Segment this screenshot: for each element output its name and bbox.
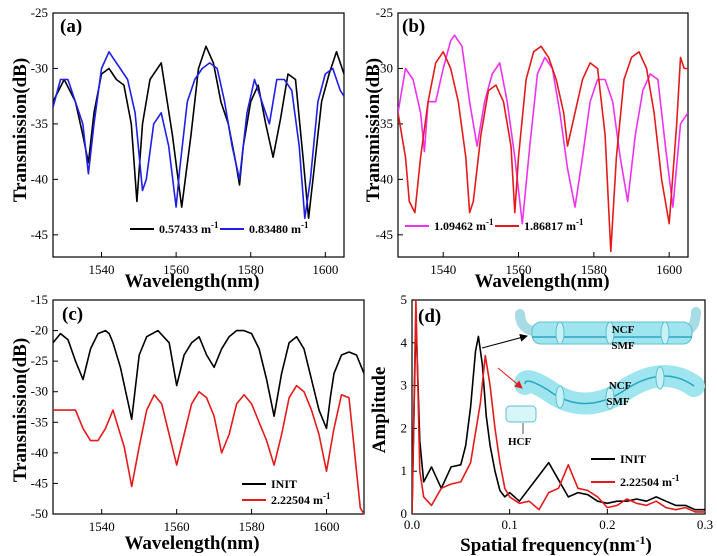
x-tick-label-c: 1580 [239, 519, 265, 534]
x-axis-label-c: Wavelength(nm) [124, 533, 259, 554]
panel-label-d: (d) [418, 306, 441, 327]
y-tick-label-c: -25 [31, 353, 48, 368]
arrow-red-to-inset [497, 367, 523, 389]
y-tick-label-d: 4 [401, 335, 408, 350]
panel-label-a: (a) [60, 16, 82, 37]
x-axis-label-d: Spatial frequency(nm-1) [460, 533, 652, 556]
legend-label-b-0: 1.09462 m-1 [434, 217, 494, 233]
y-tick-label-c: -15 [31, 292, 48, 307]
x-tick-label-a: 1560 [163, 262, 189, 277]
x-axis-label-a: Wavelength(nm) [124, 271, 259, 292]
y-tick-label-b: -30 [376, 60, 393, 75]
plot-frame-a [52, 12, 345, 258]
series-line-d-0 [412, 316, 705, 514]
x-tick-label-a: 1580 [238, 262, 264, 277]
inset-splice-bent [555, 385, 565, 409]
y-tick-label-a: -45 [31, 227, 48, 242]
x-tick-label-b: 1540 [430, 262, 456, 277]
y-tick-label-c: -30 [31, 384, 48, 399]
series-line-a-0 [53, 45, 344, 219]
y-tick-label-d: 0 [401, 506, 408, 521]
y-tick-label-d: 5 [401, 292, 408, 307]
y-tick-label-a: -40 [31, 171, 48, 186]
legend-label-d-1: 2.22504 m-1 [620, 473, 680, 489]
inset-label-smf-bent: SMF [606, 396, 630, 408]
panel-a: (a) Transmission(dB) Wavelength(nm) 1540… [10, 5, 345, 292]
inset-splice-top [555, 321, 565, 345]
x-tick-label-d: 0.2 [599, 517, 615, 532]
x-tick-label-a: 1600 [312, 262, 338, 277]
panel-d: (d) Amplitude Spatial frequency(nm-1) 0.… [369, 292, 713, 556]
x-tick-label-c: 1540 [89, 519, 115, 534]
x-tick-label-d: 0.1 [502, 517, 518, 532]
y-tick-label-d: 1 [401, 463, 408, 478]
y-tick-label-c: -45 [31, 475, 48, 490]
inset-splice-bent [605, 386, 615, 410]
inset-hcf-block [505, 405, 537, 423]
y-tick-label-c: -50 [31, 506, 48, 521]
y-tick-label-c: -40 [31, 445, 48, 460]
inset-label-hcf: HCF [508, 436, 532, 448]
inset-splice-bent [655, 366, 665, 390]
panel-b: (b) Transmission(dB) Wavelength(nm) 1540… [363, 5, 689, 292]
y-tick-label-d: 2 [401, 420, 408, 435]
y-axis-label-a: Transmission(dB) [10, 58, 31, 202]
y-tick-label-c: -35 [31, 414, 48, 429]
y-tick-label-d: 3 [401, 378, 408, 393]
inset-label-ncf-top: NCF [612, 324, 635, 336]
series-line-c-1 [53, 384, 364, 514]
y-tick-label-c: -20 [31, 323, 48, 338]
legend-label-a-0: 0.57433 m-1 [159, 220, 219, 236]
series-line-b-1 [398, 45, 688, 253]
x-axis-label-b: Wavelength(nm) [474, 271, 609, 292]
y-tick-label-b: -40 [376, 171, 393, 186]
y-axis-label-d: Amplitude [369, 367, 390, 454]
legend-label-c-1: 2.22504 m-1 [271, 491, 331, 507]
x-tick-label-d: 0.3 [697, 517, 713, 532]
series-line-b-0 [398, 34, 688, 225]
x-tick-label-b: 1560 [506, 262, 532, 277]
y-tick-label-a: -25 [31, 5, 48, 20]
plot-frame-c [52, 299, 365, 515]
series-line-a-1 [53, 50, 344, 219]
y-tick-label-b: -35 [376, 116, 393, 131]
x-tick-label-c: 1560 [164, 519, 190, 534]
plot-frame-b [397, 12, 689, 258]
y-tick-label-b: -25 [376, 5, 393, 20]
inset-splice-top [660, 321, 670, 345]
x-tick-label-a: 1540 [89, 262, 115, 277]
legend-label-b-1: 1.86817 m-1 [524, 217, 584, 233]
x-tick-label-b: 1600 [656, 262, 682, 277]
y-tick-label-a: -35 [31, 116, 48, 131]
plot-frame-d [411, 299, 706, 515]
x-tick-label-b: 1580 [581, 262, 607, 277]
y-tick-label-a: -30 [31, 60, 48, 75]
y-axis-label-b: Transmission(dB) [363, 58, 384, 202]
panel-label-b: (b) [402, 16, 425, 37]
legend-label-d-0: INIT [620, 452, 646, 466]
inset-label-ncf-bent: NCF [609, 380, 632, 392]
panel-label-c: (c) [62, 304, 83, 325]
series-line-c-0 [53, 329, 364, 430]
x-tick-label-c: 1600 [314, 519, 340, 534]
arrow-init-to-inset [481, 333, 528, 349]
inset-splice-top [605, 321, 615, 345]
y-tick-label-b: -45 [376, 227, 393, 242]
series-line-d-1 [412, 300, 705, 514]
panel-c: (c) Transmission(dB) Wavelength(nm) 1540… [10, 292, 365, 554]
inset-label-smf-top: SMF [611, 340, 635, 352]
x-tick-label-d: 0.0 [404, 517, 420, 532]
y-axis-label-c: Transmission(dB) [10, 338, 31, 482]
legend-label-c-0: INIT [271, 477, 297, 491]
legend-label-a-1: 0.83480 m-1 [249, 220, 309, 236]
